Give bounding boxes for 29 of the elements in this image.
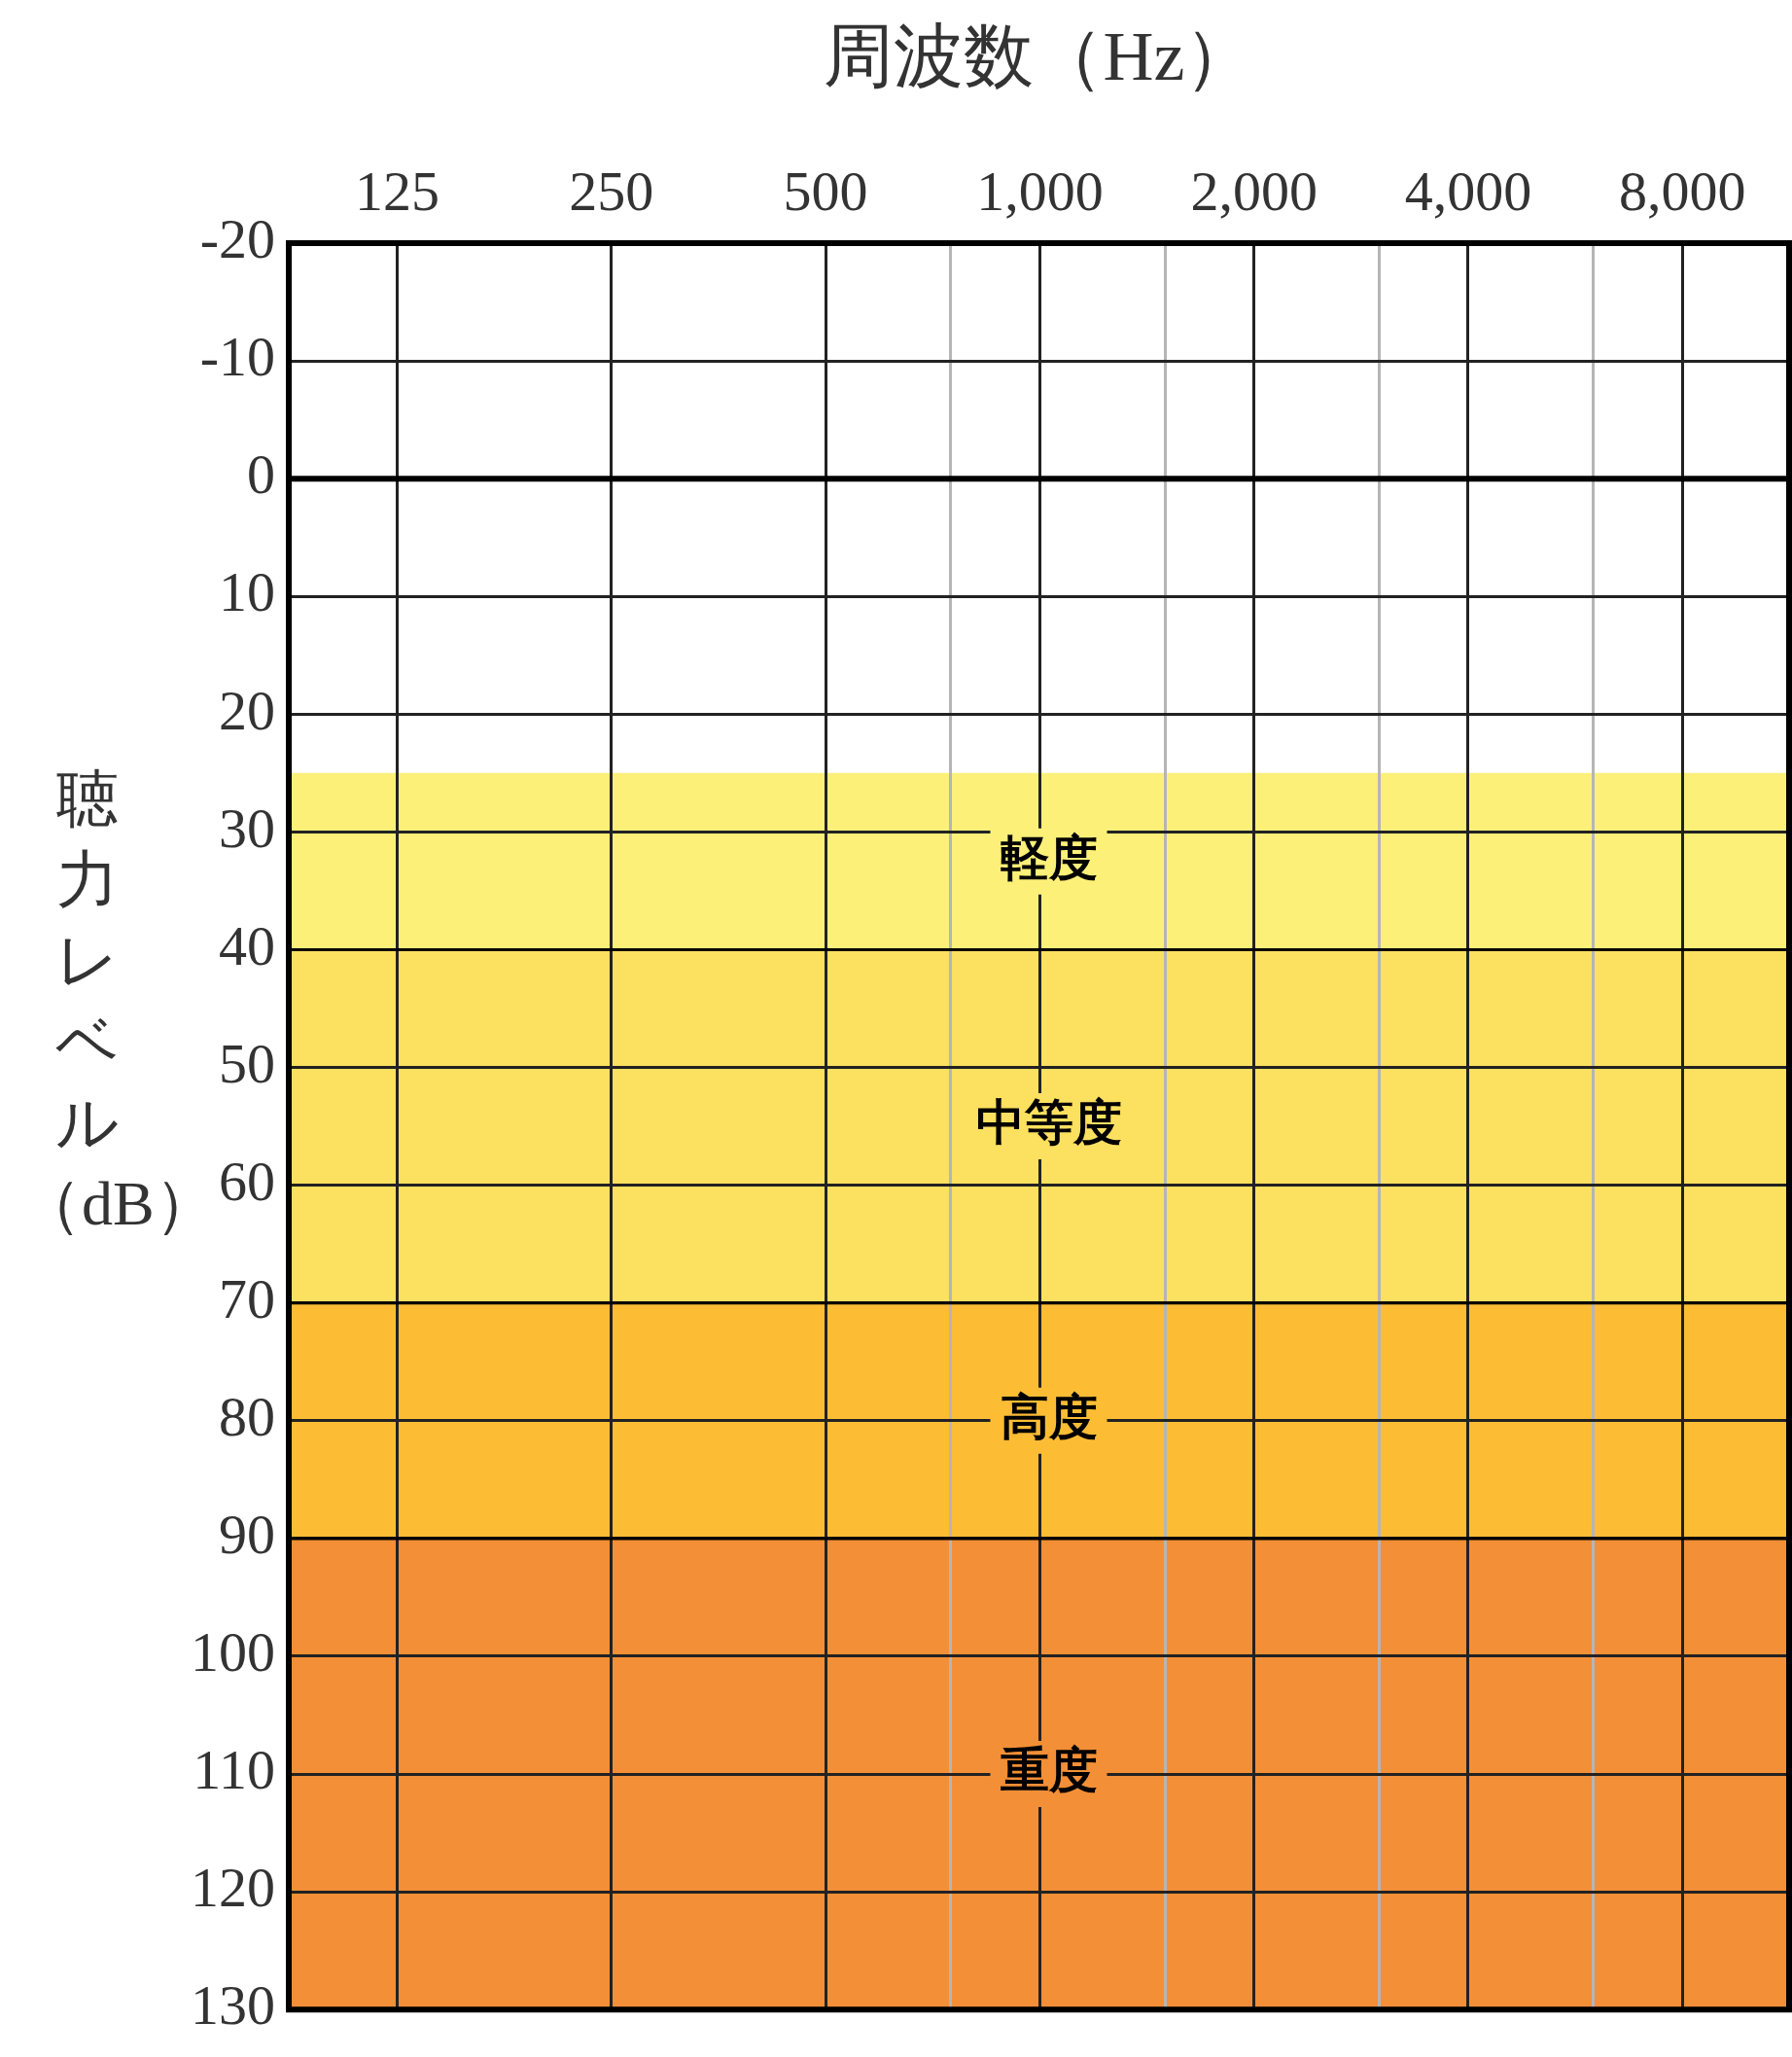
y-tick-label: 60 <box>219 1149 275 1213</box>
x-tick-label: 8,000 <box>1618 160 1746 224</box>
y-tick-label: 130 <box>191 1973 275 2038</box>
x-axis-title: 周波数（Hz） <box>823 18 1255 96</box>
y-tick-label: -20 <box>199 207 275 271</box>
y-tick-label: 100 <box>191 1620 275 1685</box>
x-tick-label: 125 <box>355 160 440 224</box>
x-tick-label: 1,000 <box>976 160 1104 224</box>
y-axis-title: 聴力レベル（dB） <box>19 763 217 1240</box>
y-tick-label: 20 <box>219 678 275 742</box>
y-tick-label: 0 <box>247 443 275 507</box>
band-label: 高度 <box>1000 1388 1098 1445</box>
y-tick-label: 110 <box>193 1738 275 1802</box>
y-tick-label: 120 <box>191 1856 275 1920</box>
y-tick-label: 30 <box>219 796 275 860</box>
y-tick-label: -10 <box>199 325 275 389</box>
band-label: 軽度 <box>1000 829 1098 886</box>
y-tick-label: 90 <box>219 1503 275 1567</box>
y-tick-label: 40 <box>219 913 275 977</box>
x-tick-label: 4,000 <box>1404 160 1532 224</box>
y-tick-label: 50 <box>219 1031 275 1095</box>
y-tick-label: 80 <box>219 1385 275 1449</box>
band-label: 中等度 <box>975 1094 1122 1152</box>
band-label: 重度 <box>1000 1742 1098 1799</box>
x-tick-label: 2,000 <box>1190 160 1318 224</box>
x-tick-label: 250 <box>569 160 654 224</box>
x-tick-label: 500 <box>783 160 868 224</box>
y-tick-label: 70 <box>219 1266 275 1330</box>
y-tick-label: 10 <box>219 560 275 624</box>
